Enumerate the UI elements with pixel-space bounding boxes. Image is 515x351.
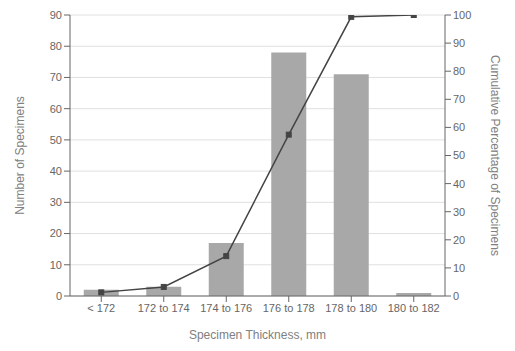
svg-text:50: 50 bbox=[453, 149, 465, 161]
svg-text:178 to 180: 178 to 180 bbox=[325, 302, 377, 314]
svg-text:172 to 174: 172 to 174 bbox=[138, 302, 190, 314]
svg-text:60: 60 bbox=[453, 121, 465, 133]
svg-text:80: 80 bbox=[50, 40, 62, 52]
svg-text:0: 0 bbox=[56, 290, 62, 302]
svg-text:70: 70 bbox=[50, 71, 62, 83]
svg-text:30: 30 bbox=[453, 206, 465, 218]
svg-text:80: 80 bbox=[453, 65, 465, 77]
svg-text:30: 30 bbox=[50, 196, 62, 208]
svg-text:90: 90 bbox=[50, 9, 62, 21]
svg-text:Number of Specimens: Number of Specimens bbox=[13, 96, 27, 215]
svg-text:Specimen Thickness, mm: Specimen Thickness, mm bbox=[189, 328, 326, 342]
svg-text:40: 40 bbox=[453, 178, 465, 190]
svg-text:40: 40 bbox=[50, 165, 62, 177]
svg-text:100: 100 bbox=[453, 9, 471, 21]
svg-text:60: 60 bbox=[50, 103, 62, 115]
svg-text:180 to 182: 180 to 182 bbox=[388, 302, 440, 314]
svg-text:20: 20 bbox=[453, 234, 465, 246]
svg-text:174 to 176: 174 to 176 bbox=[200, 302, 252, 314]
svg-text:70: 70 bbox=[453, 93, 465, 105]
svg-text:50: 50 bbox=[50, 134, 62, 146]
svg-text:10: 10 bbox=[50, 259, 62, 271]
svg-text:90: 90 bbox=[453, 37, 465, 49]
svg-text:0: 0 bbox=[453, 290, 459, 302]
svg-text:176 to 178: 176 to 178 bbox=[263, 302, 315, 314]
svg-text:10: 10 bbox=[453, 262, 465, 274]
svg-text:20: 20 bbox=[50, 227, 62, 239]
svg-text:< 172: < 172 bbox=[87, 302, 115, 314]
svg-text:Cumulative Percentage of Speci: Cumulative Percentage of Specimens bbox=[488, 55, 502, 256]
